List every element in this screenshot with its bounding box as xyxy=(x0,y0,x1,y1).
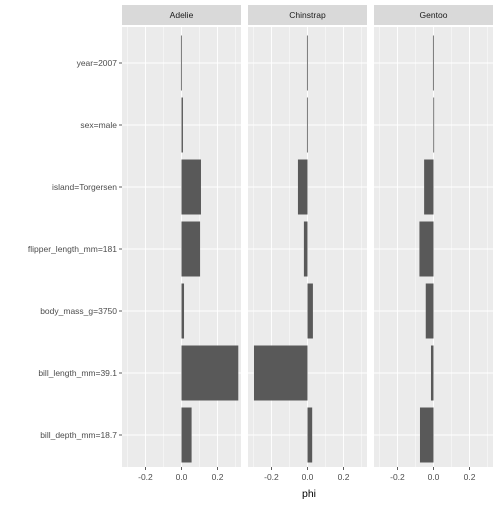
bar-adelie-flipper-length-mm-181 xyxy=(181,221,201,277)
bar-chinstrap-bill-length-mm-39-1 xyxy=(253,345,308,401)
facet-gentoo: Gentoo -0.2 0.0 0.2 xyxy=(374,5,493,482)
bar-adelie-sex-male xyxy=(181,97,183,153)
y-tick-label: bill_length_mm=39.1 xyxy=(38,368,117,378)
facet-strip-label: Gentoo xyxy=(420,10,448,20)
y-tick-label: island=Torgersen xyxy=(52,182,117,192)
y-tick-label: body_mass_g=3750 xyxy=(40,306,117,316)
x-tick-label: 0.0 xyxy=(428,472,440,482)
facet-strip-gentoo xyxy=(374,5,493,25)
y-tick-label: sex=male xyxy=(80,120,117,130)
bar-chinstrap-sex-male xyxy=(306,97,308,153)
bar-gentoo-year-2007 xyxy=(432,35,434,91)
x-tick-label: -0.2 xyxy=(264,472,279,482)
bar-chinstrap-island-torgersen xyxy=(297,159,308,215)
x-tick-label: 0.2 xyxy=(338,472,350,482)
bar-adelie-island-torgersen xyxy=(181,159,201,215)
bar-gentoo-bill-depth-mm-18-7 xyxy=(419,407,434,463)
y-tick-label: bill_depth_mm=18.7 xyxy=(40,430,117,440)
bar-chinstrap-year-2007 xyxy=(306,35,308,91)
bar-gentoo-body-mass-g-3750 xyxy=(425,283,434,339)
bar-gentoo-bill-length-mm-39-1 xyxy=(430,345,434,401)
bar-chinstrap-body-mass-g-3750 xyxy=(307,283,313,339)
bar-chinstrap-bill-depth-mm-18-7 xyxy=(307,407,313,463)
bar-adelie-bill-length-mm-39-1 xyxy=(181,345,239,401)
x-tick-label: 0.2 xyxy=(464,472,476,482)
x-tick-label: 0.2 xyxy=(212,472,224,482)
bar-adelie-body-mass-g-3750 xyxy=(181,283,185,339)
facet-strip-adelie xyxy=(122,5,241,25)
y-tick-label: year=2007 xyxy=(77,58,118,68)
x-tick-label: 0.0 xyxy=(302,472,314,482)
bar-gentoo-flipper-length-mm-181 xyxy=(419,221,434,277)
x-axis-title: phi xyxy=(302,488,316,500)
facet-strip-label: Chinstrap xyxy=(289,10,326,20)
facet-strip-label: Adelie xyxy=(170,10,194,20)
facet-adelie: Adelie -0.2 0.0 0.2 xyxy=(122,5,241,482)
x-tick-label: 0.0 xyxy=(176,472,188,482)
bar-gentoo-sex-male xyxy=(433,97,435,153)
x-tick-label: -0.2 xyxy=(138,472,153,482)
bar-adelie-year-2007 xyxy=(180,35,182,91)
facet-chinstrap: Chinstrap -0.2 0.0 0.2 xyxy=(248,5,367,482)
bar-chinstrap-flipper-length-mm-181 xyxy=(303,221,308,277)
y-axis: year=2007 sex=male island=Torgersen flipper… xyxy=(28,58,122,440)
bar-adelie-bill-depth-mm-18-7 xyxy=(181,407,192,463)
facet-strip-chinstrap xyxy=(248,5,367,25)
y-tick-label: flipper_length_mm=181 xyxy=(28,244,117,254)
x-tick-label: -0.2 xyxy=(390,472,405,482)
bar-gentoo-island-torgersen xyxy=(424,159,434,215)
